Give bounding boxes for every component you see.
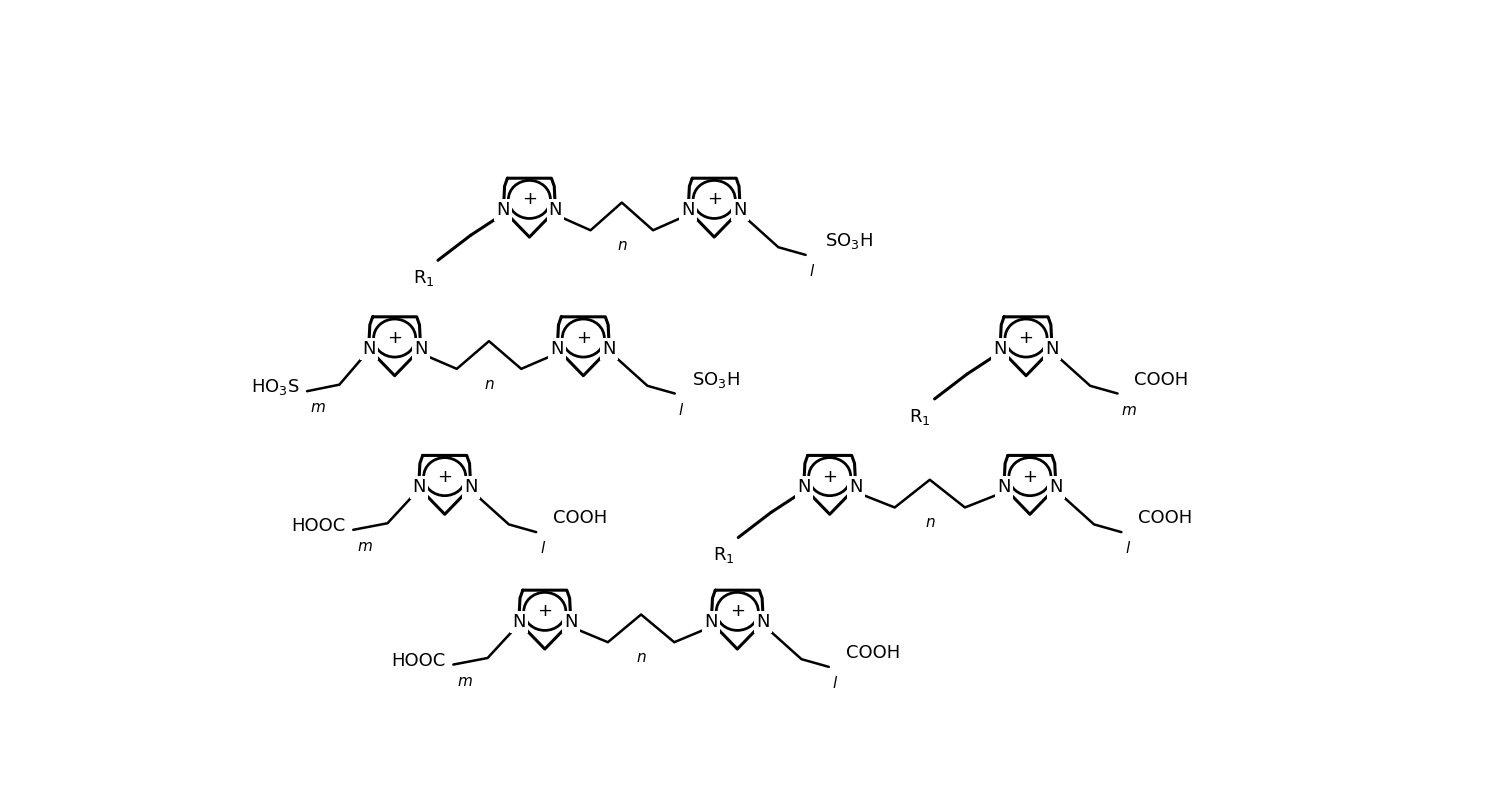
Text: R$_1$: R$_1$ [413, 268, 434, 288]
Text: +: + [707, 191, 722, 208]
Text: l: l [1126, 541, 1130, 556]
Text: R$_1$: R$_1$ [909, 407, 931, 427]
Text: +: + [576, 329, 591, 347]
Text: +: + [387, 329, 402, 347]
Text: +: + [730, 602, 745, 621]
Text: m: m [457, 674, 472, 689]
Text: N: N [993, 340, 1006, 358]
Text: N: N [362, 340, 375, 358]
Text: N: N [511, 613, 526, 631]
Text: N: N [564, 613, 577, 631]
Text: COOH: COOH [553, 510, 607, 527]
Text: m: m [311, 400, 326, 415]
Text: +: + [1018, 329, 1033, 347]
Text: +: + [437, 468, 451, 485]
Text: COOH: COOH [1138, 510, 1193, 527]
Text: N: N [550, 340, 564, 358]
Text: n: n [617, 238, 626, 253]
Text: N: N [463, 478, 477, 497]
Text: +: + [522, 191, 537, 208]
Text: HOOC: HOOC [292, 517, 345, 535]
Text: HOOC: HOOC [392, 652, 446, 670]
Text: N: N [756, 613, 770, 631]
Text: COOH: COOH [1135, 370, 1189, 389]
Text: N: N [682, 201, 695, 219]
Text: N: N [602, 340, 616, 358]
Text: n: n [484, 377, 493, 391]
Text: COOH: COOH [846, 644, 900, 662]
Text: +: + [537, 602, 552, 621]
Text: N: N [797, 478, 810, 497]
Text: N: N [414, 340, 428, 358]
Text: N: N [496, 201, 510, 219]
Text: R$_1$: R$_1$ [713, 545, 734, 565]
Text: +: + [822, 468, 837, 485]
Text: N: N [413, 478, 426, 497]
Text: HO$_3$S: HO$_3$S [251, 378, 299, 398]
Text: SO$_3$H: SO$_3$H [825, 231, 873, 251]
Text: m: m [357, 539, 372, 554]
Text: N: N [549, 201, 562, 219]
Text: l: l [809, 264, 813, 279]
Text: n: n [637, 650, 646, 665]
Text: N: N [1049, 478, 1063, 497]
Text: SO$_3$H: SO$_3$H [692, 369, 740, 390]
Text: N: N [1045, 340, 1058, 358]
Text: n: n [925, 515, 934, 530]
Text: m: m [1121, 402, 1136, 418]
Text: N: N [734, 201, 748, 219]
Text: N: N [997, 478, 1011, 497]
Text: N: N [849, 478, 863, 497]
Text: l: l [833, 676, 837, 691]
Text: l: l [679, 402, 683, 418]
Text: N: N [704, 613, 718, 631]
Text: l: l [540, 541, 544, 556]
Text: +: + [1023, 468, 1038, 485]
